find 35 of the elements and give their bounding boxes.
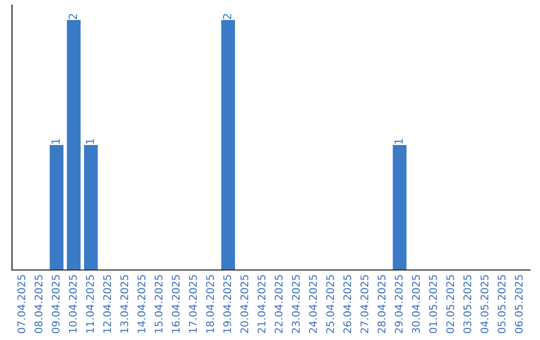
x-tick-label: 16.04.2025 <box>172 275 180 333</box>
x-tick-label: 06.05.2025 <box>514 275 523 334</box>
x-tick-label: 01.05.2025 <box>429 275 437 334</box>
x-tick-label: 20.04.2025 <box>240 275 248 334</box>
x-tick-label: 12.04.2025 <box>103 275 112 333</box>
x-tick-label: 10.04.2025 <box>68 275 77 333</box>
x-tick-label: 05.05.2025 <box>498 275 506 334</box>
data-label: 1 <box>394 138 403 144</box>
x-tick-label: 07.04.2025 <box>17 275 26 334</box>
data-label: 1 <box>52 138 60 144</box>
data-label: 1 <box>86 138 94 144</box>
x-tick-label: 23.04.2025 <box>292 275 300 334</box>
x-tick-label: 21.04.2025 <box>258 275 266 334</box>
x-tick-label: 26.04.2025 <box>343 275 352 334</box>
x-tick-label: 09.04.2025 <box>52 275 60 334</box>
x-tick-label: 04.05.2025 <box>480 275 488 334</box>
x-tick-label: 27.04.2025 <box>360 275 368 334</box>
x-tick-label: 19.04.2025 <box>223 275 232 333</box>
x-tick-label: 11.04.2025 <box>86 275 94 333</box>
x-tick-label: 30.04.2025 <box>412 275 420 334</box>
x-tick-label: 28.04.2025 <box>378 275 386 334</box>
data-label: 2 <box>222 14 232 20</box>
x-tick-label: 14.04.2025 <box>138 275 146 333</box>
x-tick-label: 18.04.2025 <box>206 275 214 333</box>
x-tick-label: 13.04.2025 <box>120 275 128 333</box>
x-tick-label: 02.05.2025 <box>446 275 454 334</box>
x-tick-label: 24.04.2025 <box>309 275 317 334</box>
x-tick-label: 17.04.2025 <box>188 275 197 333</box>
x-tick-label: 15.04.2025 <box>154 275 163 333</box>
x-tick-label: 29.04.2025 <box>394 275 403 334</box>
x-tick-label: 03.05.2025 <box>463 275 472 334</box>
x-tick-label: 22.04.2025 <box>274 275 283 334</box>
x-tick-label: 25.04.2025 <box>326 275 334 334</box>
x-tick-label: 08.04.2025 <box>34 275 42 334</box>
data-label: 2 <box>68 14 77 20</box>
